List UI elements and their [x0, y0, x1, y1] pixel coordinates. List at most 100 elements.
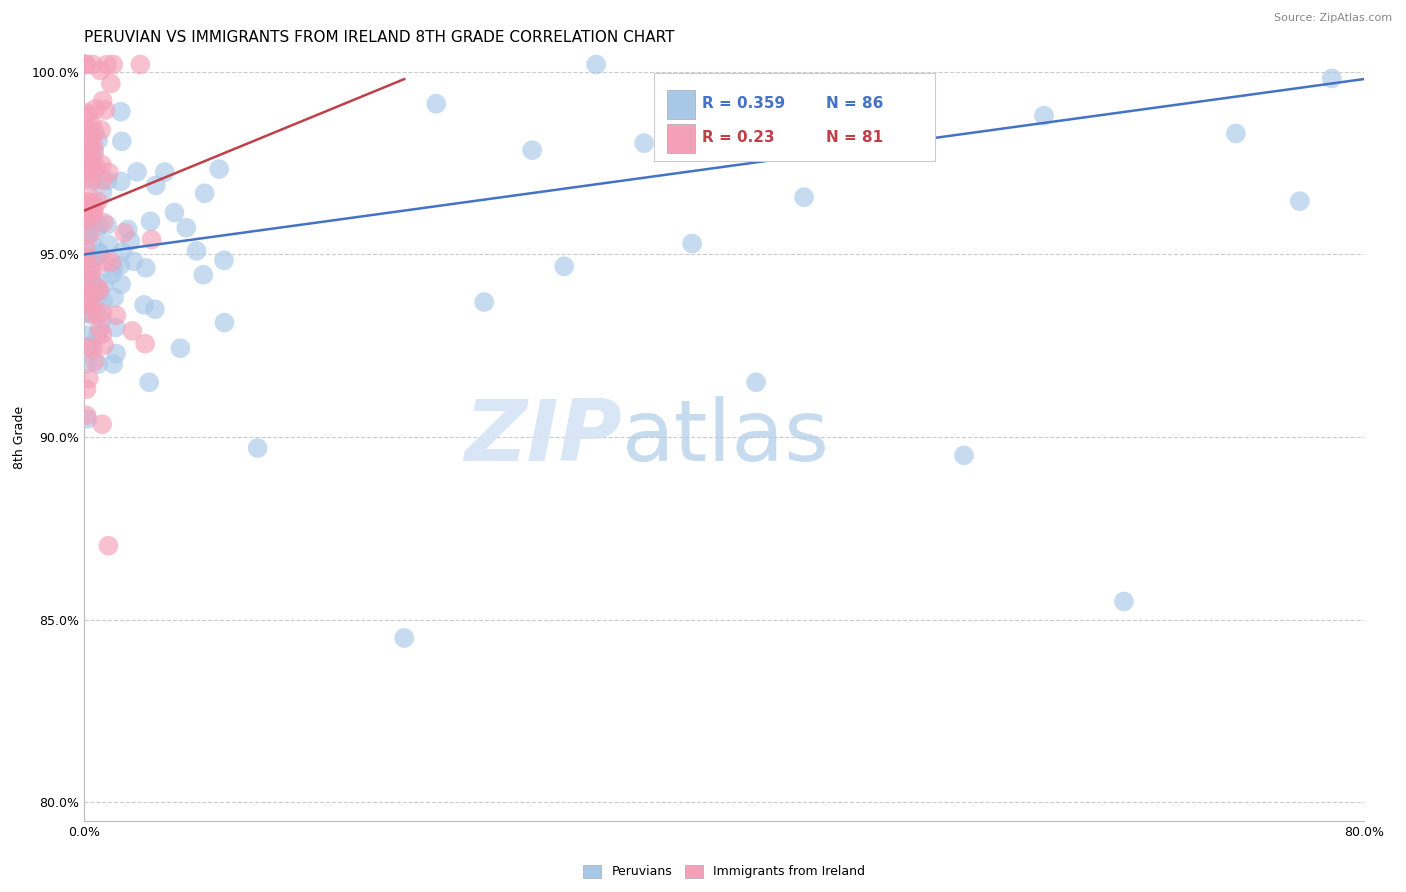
Point	[75, 409, 97, 423]
Point	[110, 277, 132, 292]
Point	[110, 259, 132, 273]
Point	[83, 144, 105, 158]
Point	[120, 234, 142, 248]
Point	[793, 190, 815, 204]
Point	[132, 298, 155, 312]
Point	[1032, 109, 1054, 123]
Point	[97, 539, 120, 553]
Point	[89, 321, 111, 335]
Point	[82, 57, 104, 71]
Point	[91, 173, 114, 187]
Point	[77, 210, 100, 224]
Point	[77, 122, 100, 136]
FancyBboxPatch shape	[666, 89, 695, 119]
Point	[135, 260, 157, 275]
Point	[79, 298, 101, 312]
Point	[76, 412, 98, 426]
Point	[89, 63, 111, 78]
Point	[86, 224, 108, 238]
Point	[90, 123, 112, 137]
Point	[83, 125, 105, 139]
Point	[75, 357, 97, 371]
Point	[91, 94, 114, 108]
Point	[82, 252, 104, 266]
Point	[80, 308, 103, 322]
Point	[87, 357, 110, 371]
Point	[80, 117, 103, 131]
Legend: Peruvians, Immigrants from Ireland: Peruvians, Immigrants from Ireland	[578, 860, 870, 883]
Point	[76, 195, 98, 210]
Point	[75, 296, 97, 310]
Point	[83, 201, 105, 215]
Point	[100, 268, 122, 282]
Point	[103, 357, 125, 371]
Point	[214, 316, 236, 330]
Point	[93, 338, 115, 352]
Point	[103, 260, 125, 275]
Point	[111, 134, 134, 148]
Point	[194, 186, 217, 201]
Text: N = 81: N = 81	[827, 130, 883, 145]
Point	[633, 136, 655, 150]
Point	[77, 228, 100, 243]
Point	[79, 128, 101, 143]
Point	[91, 417, 114, 432]
Point	[75, 285, 97, 299]
Point	[1288, 194, 1310, 209]
Point	[745, 376, 768, 390]
Point	[138, 376, 160, 390]
Point	[953, 448, 976, 462]
Point	[79, 132, 101, 146]
Point	[89, 245, 111, 260]
Point	[163, 205, 186, 219]
Point	[84, 102, 107, 116]
Point	[76, 202, 98, 216]
Point	[76, 223, 98, 237]
Point	[82, 208, 104, 222]
Point	[76, 340, 98, 354]
Point	[77, 152, 100, 166]
Point	[89, 247, 111, 261]
Point	[91, 294, 114, 309]
Point	[82, 252, 104, 266]
Point	[75, 250, 97, 264]
Point	[425, 96, 447, 111]
FancyBboxPatch shape	[666, 124, 695, 153]
Point	[76, 171, 98, 186]
Point	[96, 218, 118, 232]
Point	[86, 307, 108, 321]
Point	[112, 226, 135, 240]
Point	[75, 159, 97, 173]
Point	[75, 276, 97, 290]
Point	[76, 265, 98, 279]
Point	[91, 185, 114, 199]
Y-axis label: 8th Grade: 8th Grade	[13, 406, 27, 468]
Point	[82, 287, 104, 301]
Point	[80, 176, 103, 190]
Point	[129, 57, 152, 71]
Point	[1225, 127, 1247, 141]
Point	[87, 284, 110, 298]
Point	[86, 291, 108, 305]
Point	[97, 237, 120, 252]
FancyBboxPatch shape	[654, 73, 935, 161]
Point	[82, 277, 104, 291]
Point	[89, 284, 111, 298]
Point	[193, 268, 215, 282]
Text: N = 86: N = 86	[827, 95, 884, 111]
Point	[472, 295, 495, 310]
Point	[93, 215, 115, 229]
Point	[83, 205, 105, 219]
Point	[82, 263, 104, 277]
Point	[94, 254, 117, 268]
Point	[75, 57, 97, 71]
Point	[212, 253, 235, 268]
Point	[111, 244, 134, 259]
Point	[105, 309, 128, 323]
Point	[82, 195, 104, 210]
Point	[145, 178, 167, 193]
Point	[76, 382, 98, 396]
Point	[394, 631, 416, 645]
Point	[681, 236, 703, 251]
Point	[94, 103, 117, 117]
